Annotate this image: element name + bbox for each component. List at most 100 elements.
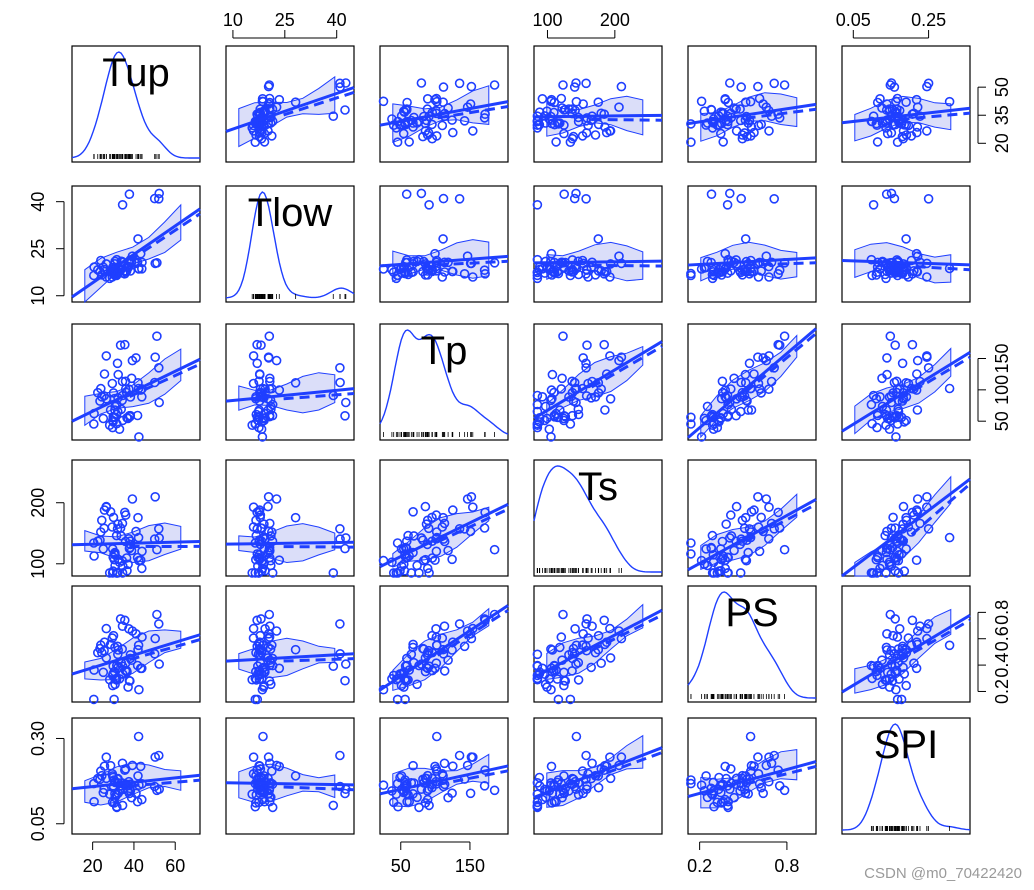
- data-point: [911, 248, 922, 259]
- data-point: [891, 96, 901, 107]
- data-point: [416, 188, 427, 199]
- regression-line: [533, 113, 663, 119]
- data-point: [897, 358, 908, 369]
- smoother-line: [744, 503, 817, 543]
- regression-line: [841, 351, 971, 433]
- data-point: [328, 568, 339, 578]
- data-point: [546, 684, 556, 695]
- data-point: [599, 615, 610, 626]
- data-point: [909, 658, 919, 669]
- data-point: [427, 553, 438, 563]
- data-point: [715, 128, 726, 139]
- data-point: [911, 663, 922, 674]
- data-point: [779, 331, 790, 342]
- data-point: [439, 621, 450, 632]
- data-point: [769, 194, 780, 204]
- data-point: [109, 270, 120, 280]
- panel-frame: [225, 459, 355, 577]
- data-point: [430, 248, 440, 259]
- data-point: [447, 505, 458, 515]
- data-point: [251, 770, 261, 781]
- data-point: [706, 543, 717, 554]
- data-point: [546, 644, 556, 654]
- data-point: [899, 120, 910, 130]
- data-point: [134, 555, 144, 566]
- panel-frame: [225, 323, 355, 441]
- density-curve: [379, 329, 509, 435]
- data-point: [117, 800, 128, 811]
- data-point: [256, 340, 266, 351]
- tick-label: 50: [992, 77, 1012, 97]
- data-point: [696, 432, 707, 442]
- data-point: [422, 104, 433, 114]
- data-point: [414, 802, 424, 813]
- density-curve: [841, 723, 971, 831]
- data-point: [454, 750, 465, 761]
- data-point: [101, 752, 112, 763]
- regression-line: [687, 760, 817, 799]
- panel-frame: [841, 717, 971, 835]
- data-point: [437, 633, 448, 643]
- data-point: [259, 137, 270, 147]
- data-point: [707, 530, 718, 541]
- data-point: [537, 94, 548, 104]
- data-point: [443, 655, 453, 666]
- data-point: [593, 234, 604, 244]
- data-point: [779, 544, 790, 555]
- data-point: [107, 378, 118, 389]
- data-point: [532, 200, 543, 210]
- data-point: [758, 99, 769, 109]
- data-point: [107, 633, 118, 643]
- data-point: [944, 383, 955, 394]
- variable-label-tlow: Tlow: [248, 191, 333, 235]
- data-point: [724, 78, 735, 88]
- data-point: [150, 633, 160, 644]
- data-point: [735, 786, 745, 796]
- data-point: [686, 775, 696, 785]
- density-curve: [533, 465, 662, 573]
- data-point: [599, 339, 610, 350]
- data-point: [89, 796, 99, 807]
- data-point: [729, 103, 739, 113]
- data-point: [420, 501, 431, 512]
- data-point: [581, 194, 591, 204]
- data-point: [150, 352, 160, 363]
- tick-label: 200: [600, 10, 630, 30]
- data-point: [335, 377, 345, 388]
- data-point: [423, 784, 434, 795]
- data-point: [899, 669, 910, 679]
- data-point: [556, 632, 567, 642]
- data-point: [131, 788, 141, 799]
- regression-line: [225, 86, 355, 133]
- data-point: [260, 107, 270, 117]
- data-point: [881, 547, 892, 558]
- data-point: [263, 526, 274, 537]
- data-point: [716, 565, 726, 576]
- data-point: [122, 261, 132, 272]
- data-point: [105, 760, 116, 771]
- data-point: [422, 266, 433, 276]
- data-point: [745, 766, 756, 776]
- data-point: [746, 506, 757, 517]
- data-point: [137, 546, 147, 557]
- data-point: [717, 536, 728, 547]
- data-point: [547, 798, 557, 808]
- data-point: [115, 614, 126, 624]
- tick-label: 0.6: [992, 626, 1012, 651]
- regression-line: [379, 502, 509, 569]
- data-point: [894, 623, 905, 634]
- data-point: [911, 369, 922, 379]
- data-point: [252, 411, 263, 422]
- data-point: [586, 662, 597, 673]
- data-point: [109, 666, 120, 677]
- data-point: [424, 568, 434, 578]
- regression-line: [687, 327, 817, 439]
- tick-label: 50: [992, 411, 1012, 431]
- data-point: [447, 761, 458, 772]
- data-point: [263, 547, 274, 558]
- data-point: [454, 194, 465, 204]
- data-point: [422, 130, 433, 140]
- data-point: [901, 512, 911, 523]
- data-point: [408, 642, 418, 653]
- data-point: [696, 780, 707, 791]
